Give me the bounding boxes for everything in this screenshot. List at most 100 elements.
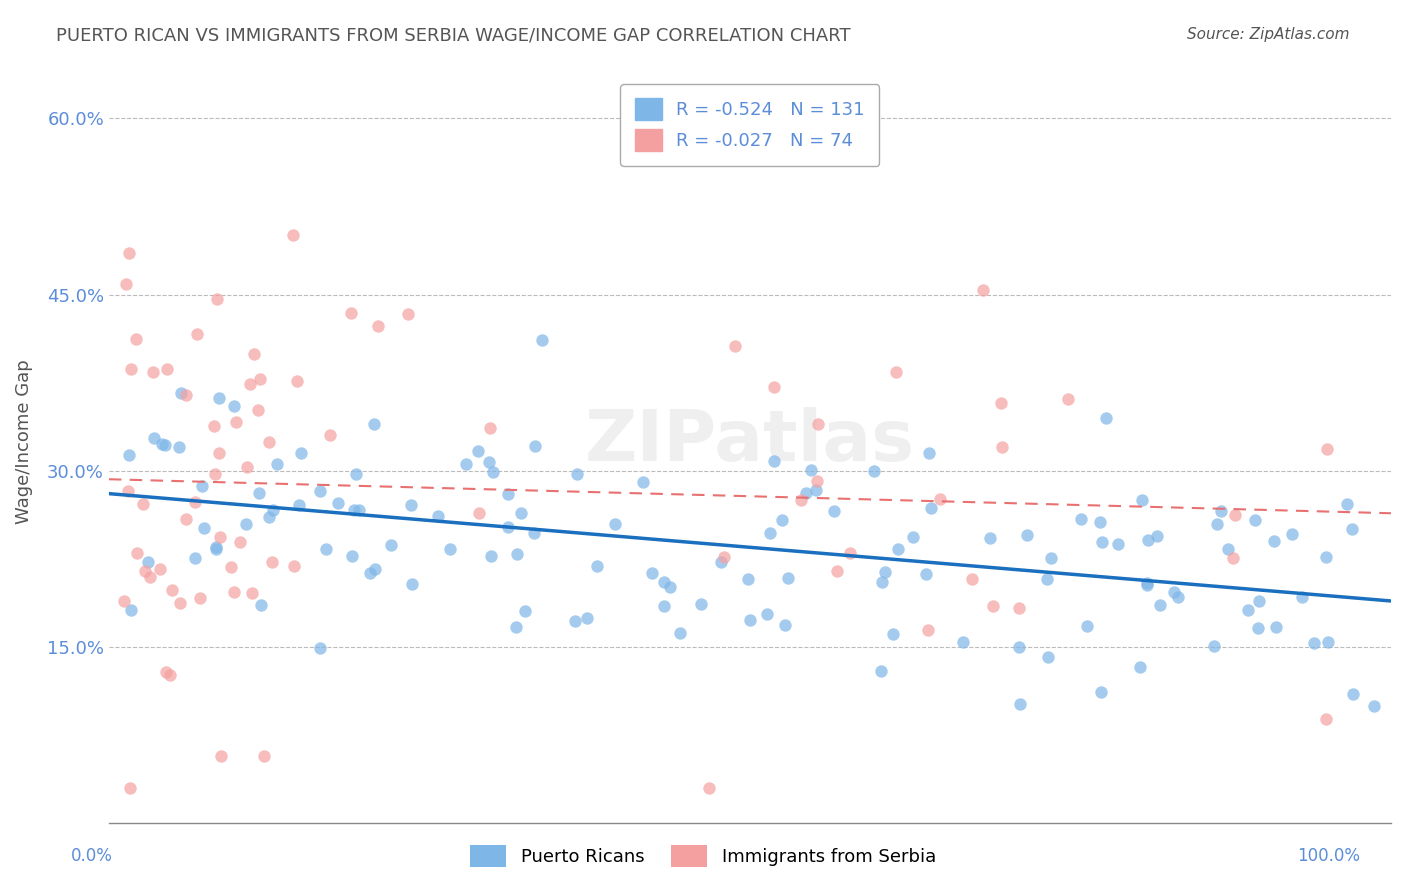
Point <box>1130 492 1153 507</box>
Point <box>920 500 942 515</box>
Point <box>763 454 786 468</box>
Point <box>652 599 675 613</box>
Point <box>208 391 231 405</box>
Point <box>575 610 598 624</box>
Point <box>773 617 796 632</box>
Point <box>1090 516 1112 530</box>
Point <box>115 277 138 291</box>
Point <box>1135 577 1157 591</box>
Point <box>359 566 381 580</box>
Point <box>713 550 735 565</box>
Point <box>118 448 141 462</box>
Point <box>155 665 177 679</box>
Point <box>870 575 893 590</box>
Point <box>205 540 228 554</box>
Point <box>1094 411 1116 425</box>
Point <box>882 626 904 640</box>
Point <box>565 467 588 482</box>
Point <box>136 555 159 569</box>
Point <box>287 498 309 512</box>
Point <box>396 307 419 321</box>
Point <box>112 594 135 608</box>
Point <box>209 749 232 764</box>
Point <box>530 333 553 347</box>
Point <box>838 546 860 560</box>
Point <box>523 439 546 453</box>
Point <box>972 284 994 298</box>
Point <box>1223 508 1246 522</box>
Point <box>990 396 1012 410</box>
Point <box>347 503 370 517</box>
Point <box>505 620 527 634</box>
Point <box>184 551 207 566</box>
Point <box>1008 640 1031 655</box>
Point <box>710 555 733 569</box>
Point <box>208 445 231 459</box>
Point <box>1008 601 1031 615</box>
Point <box>740 613 762 627</box>
Point <box>478 455 501 469</box>
Point <box>1036 650 1059 665</box>
Point <box>862 464 884 478</box>
Point <box>1341 522 1364 536</box>
Point <box>506 547 529 561</box>
Point <box>1362 699 1385 714</box>
Point <box>186 326 208 341</box>
Point <box>204 467 226 482</box>
Point <box>120 361 142 376</box>
Point <box>699 781 721 796</box>
Point <box>259 435 281 450</box>
Point <box>315 542 337 557</box>
Point <box>884 365 907 379</box>
Point <box>167 440 190 454</box>
Point <box>134 565 156 579</box>
Point <box>202 418 225 433</box>
Point <box>776 571 799 585</box>
Point <box>283 559 305 574</box>
Point <box>155 438 177 452</box>
Point <box>174 387 197 401</box>
Point <box>235 516 257 531</box>
Point <box>222 584 245 599</box>
Point <box>117 484 139 499</box>
Point <box>250 598 273 612</box>
Point <box>246 403 269 417</box>
Point <box>887 541 910 556</box>
Point <box>1222 551 1244 566</box>
Point <box>343 503 366 517</box>
Point <box>159 668 181 682</box>
Point <box>763 379 786 393</box>
Point <box>249 372 271 386</box>
Point <box>523 526 546 541</box>
Point <box>724 339 747 353</box>
Point <box>176 511 198 525</box>
Point <box>631 475 654 490</box>
Y-axis label: Wage/Income Gap: Wage/Income Gap <box>15 359 32 524</box>
Point <box>1316 442 1339 456</box>
Point <box>319 428 342 442</box>
Point <box>962 572 984 586</box>
Point <box>640 566 662 581</box>
Point <box>142 365 165 379</box>
Point <box>308 484 330 499</box>
Point <box>139 570 162 584</box>
Point <box>1281 527 1303 541</box>
Point <box>952 635 974 649</box>
Point <box>1315 712 1337 726</box>
Point <box>156 362 179 376</box>
Point <box>1341 687 1364 701</box>
Point <box>239 376 262 391</box>
Point <box>1211 504 1233 518</box>
Point <box>125 546 148 560</box>
Point <box>917 624 939 638</box>
Point <box>364 562 387 576</box>
Point <box>823 504 845 518</box>
Point <box>1336 497 1358 511</box>
Point <box>979 531 1001 545</box>
Text: PUERTO RICAN VS IMMIGRANTS FROM SERBIA WAGE/INCOME GAP CORRELATION CHART: PUERTO RICAN VS IMMIGRANTS FROM SERBIA W… <box>56 27 851 45</box>
Point <box>125 332 148 346</box>
Point <box>342 549 364 564</box>
Point <box>363 417 385 431</box>
Point <box>669 626 692 640</box>
Point <box>1249 594 1271 608</box>
